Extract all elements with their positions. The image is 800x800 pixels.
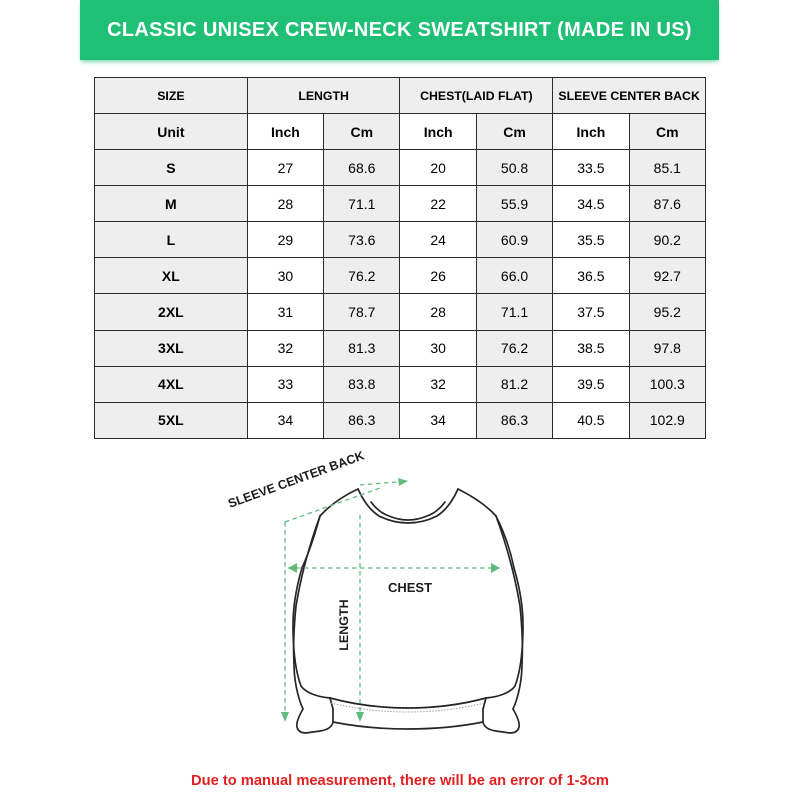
svg-text:SLEEVE CENTER BACK: SLEEVE CENTER BACK [226, 448, 366, 510]
svg-text:LENGTH: LENGTH [337, 599, 351, 650]
svg-text:CHEST: CHEST [388, 580, 432, 595]
